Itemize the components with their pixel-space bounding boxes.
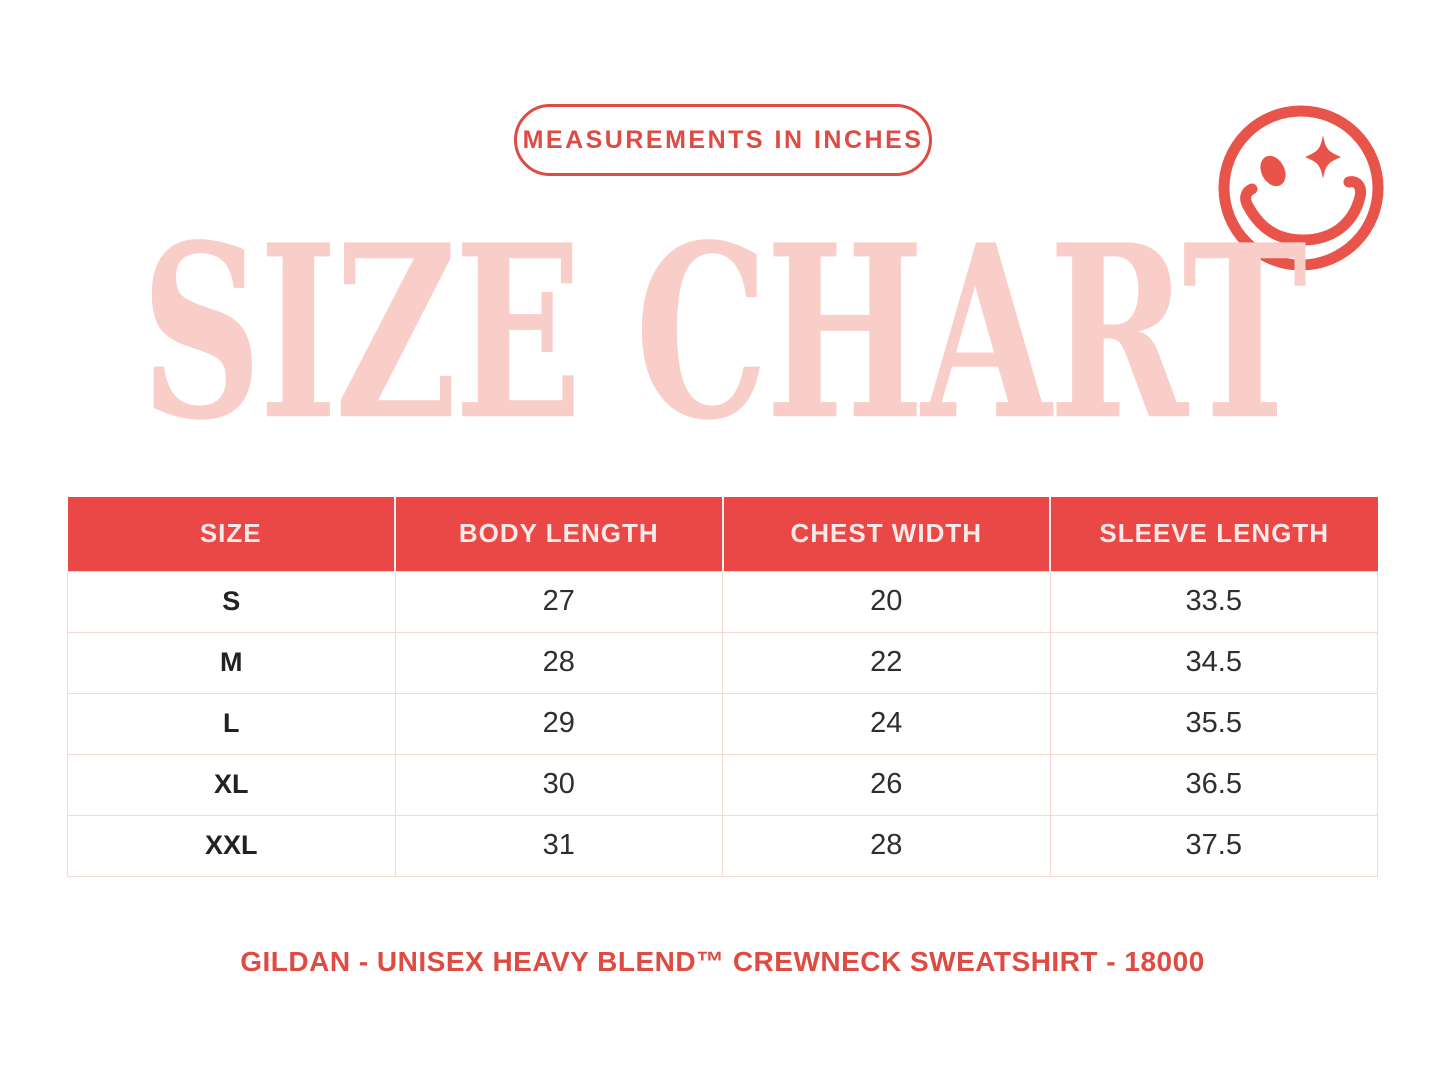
table-header-row: SIZE BODY LENGTH CHEST WIDTH SLEEVE LENG… xyxy=(67,497,1378,571)
body-length-value: 29 xyxy=(394,692,723,755)
chest-width-value: 22 xyxy=(722,631,1051,694)
size-value: S xyxy=(67,570,396,633)
size-chart-table: SIZE BODY LENGTH CHEST WIDTH SLEEVE LENG… xyxy=(67,497,1378,877)
column-header-body-length: BODY LENGTH xyxy=(394,497,723,571)
body-length-value: 28 xyxy=(394,631,723,694)
page-title: SIZE CHART xyxy=(140,191,1308,474)
measurements-units-badge: MEASUREMENTS IN INCHES xyxy=(514,104,932,176)
smiley-icon xyxy=(1218,105,1384,271)
table-row: S 27 20 33.5 xyxy=(67,570,1378,633)
body-length-value: 27 xyxy=(394,570,723,633)
sleeve-length-value: 34.5 xyxy=(1049,631,1378,694)
column-header-chest-width: CHEST WIDTH xyxy=(721,497,1050,571)
chest-width-value: 24 xyxy=(722,692,1051,755)
sleeve-length-value: 37.5 xyxy=(1049,814,1378,877)
column-header-sleeve-length: SLEEVE LENGTH xyxy=(1049,497,1378,571)
table-row: M 28 22 34.5 xyxy=(67,631,1378,694)
chest-width-value: 20 xyxy=(722,570,1051,633)
product-name: GILDAN - UNISEX HEAVY BLEND™ CREWNECK SW… xyxy=(240,946,1205,977)
sleeve-length-value: 33.5 xyxy=(1049,570,1378,633)
table-header: SIZE BODY LENGTH CHEST WIDTH SLEEVE LENG… xyxy=(67,497,1378,571)
size-value: L xyxy=(67,692,396,755)
body-length-value: 30 xyxy=(394,753,723,816)
sleeve-length-value: 35.5 xyxy=(1049,692,1378,755)
size-value: XXL xyxy=(67,814,396,877)
chest-width-value: 26 xyxy=(722,753,1051,816)
table-row: XL 30 26 36.5 xyxy=(67,753,1378,816)
body-length-value: 31 xyxy=(394,814,723,877)
table-row: XXL 31 28 37.5 xyxy=(67,814,1378,877)
sleeve-length-value: 36.5 xyxy=(1049,753,1378,816)
table-body: S 27 20 33.5 M 28 22 34.5 L 29 24 35.5 X… xyxy=(67,570,1378,877)
size-value: XL xyxy=(67,753,396,816)
column-header-size: SIZE xyxy=(67,497,395,571)
measurements-units-label: MEASUREMENTS IN INCHES xyxy=(522,125,924,154)
chest-width-value: 28 xyxy=(722,814,1051,877)
table-row: L 29 24 35.5 xyxy=(67,692,1378,755)
size-value: M xyxy=(67,631,396,694)
